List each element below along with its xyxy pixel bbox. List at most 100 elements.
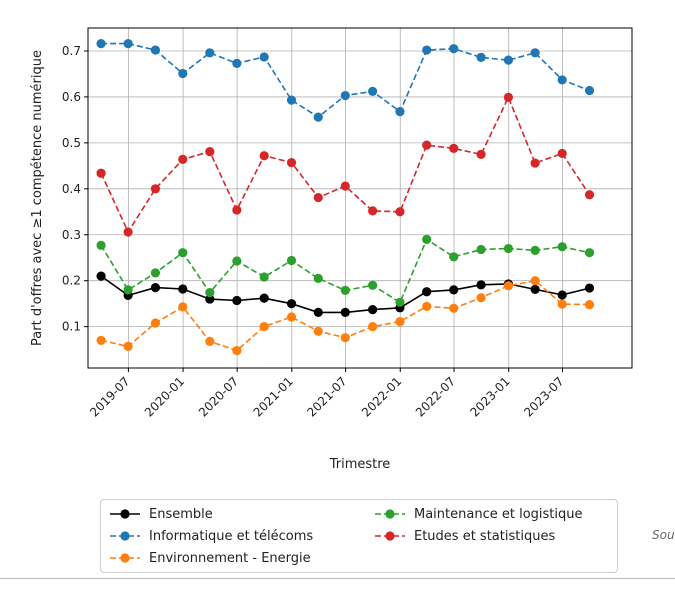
- data-point: [313, 273, 323, 284]
- data-point: [150, 318, 161, 328]
- data-point: [232, 345, 242, 356]
- series-environnement-energie: [96, 276, 595, 356]
- data-point: [205, 48, 215, 58]
- plot-frame: [87, 27, 633, 369]
- data-point: [205, 336, 215, 346]
- data-point: [476, 244, 486, 255]
- data-point: [96, 39, 106, 49]
- data-point: [422, 234, 432, 244]
- data-point: [584, 299, 595, 310]
- series-ensemble: [96, 271, 595, 318]
- data-point: [150, 184, 161, 194]
- data-point: [150, 45, 161, 55]
- data-point: [96, 271, 106, 281]
- data-point: [368, 322, 378, 332]
- y-tick-label: 0.2: [62, 274, 81, 288]
- data-point: [395, 316, 405, 327]
- data-point: [313, 192, 323, 203]
- data-point: [476, 52, 486, 63]
- data-point: [96, 335, 106, 346]
- data-point: [232, 295, 242, 306]
- data-point: [286, 299, 297, 309]
- data-point: [584, 248, 595, 258]
- data-point: [422, 140, 432, 150]
- data-point: [584, 283, 595, 293]
- x-tick-label: 2022-07: [413, 374, 458, 419]
- x-axis-label: Trimestre: [329, 457, 391, 472]
- data-point: [150, 282, 161, 293]
- data-point: [150, 268, 161, 278]
- data-point: [530, 284, 540, 295]
- data-point: [422, 45, 432, 55]
- legend-label: Maintenance et logistique: [414, 506, 583, 522]
- x-tick-label: 2020-01: [142, 374, 187, 419]
- y-tick-label: 0.1: [62, 320, 81, 334]
- data-point: [313, 112, 323, 122]
- data-point: [449, 303, 459, 313]
- data-point: [584, 190, 595, 200]
- data-point: [449, 143, 459, 153]
- footer-divider: [0, 578, 675, 579]
- legend-swatch: [375, 509, 405, 519]
- data-point: [286, 255, 297, 266]
- data-point: [422, 301, 432, 312]
- data-point: [557, 290, 567, 300]
- data-point: [178, 248, 188, 258]
- x-tick-label: 2023-01: [467, 374, 512, 419]
- data-point: [259, 293, 269, 303]
- data-point: [232, 205, 242, 215]
- data-point: [340, 285, 350, 295]
- series-informatique-et-t-l-coms: [96, 39, 595, 122]
- data-point: [530, 158, 540, 168]
- data-point: [123, 285, 133, 295]
- data-point: [178, 302, 188, 312]
- data-point: [503, 281, 514, 291]
- legend-item: Ensemble: [109, 504, 213, 524]
- y-tick-label: 0.7: [62, 44, 81, 58]
- y-axis-label: Part d'offres avec ≥1 compétence numériq…: [30, 50, 45, 346]
- grid-lines: [88, 28, 632, 368]
- data-point: [259, 272, 269, 282]
- data-point: [368, 305, 378, 315]
- data-point: [340, 181, 350, 191]
- data-point: [557, 148, 567, 159]
- data-point: [530, 276, 540, 286]
- data-point: [503, 55, 514, 65]
- data-point: [123, 341, 133, 352]
- data-point: [313, 326, 323, 336]
- line-chart: 0.1 0.2 0.3 0.4 0.5 0.6 0.7 2019-07 2020-01 2020…: [30, 27, 633, 472]
- x-axis-ticks: 2019-07 2020-01 2020-07 2021-01 2021-07 2022-…: [87, 368, 567, 420]
- data-point: [557, 75, 567, 85]
- data-point: [286, 158, 297, 168]
- x-tick-label: 2019-07: [87, 374, 132, 419]
- data-point: [368, 280, 378, 290]
- legend-label: Ensemble: [149, 506, 213, 522]
- legend-swatch: [375, 531, 405, 541]
- data-point: [476, 280, 486, 290]
- data-point: [503, 92, 514, 102]
- legend: Ensemble Informatique et télécoms Environn…: [100, 499, 618, 573]
- data-point: [205, 294, 215, 304]
- data-point: [476, 293, 486, 303]
- data-point: [557, 242, 567, 252]
- y-tick-label: 0.6: [62, 90, 81, 104]
- legend-item: Maintenance et logistique: [374, 504, 582, 524]
- y-tick-label: 0.5: [62, 136, 81, 150]
- data-point: [259, 151, 269, 161]
- data-point: [286, 95, 297, 105]
- data-point: [340, 333, 350, 343]
- x-tick-label: 2020-07: [196, 374, 241, 419]
- data-point: [422, 287, 432, 297]
- legend-swatch: [110, 553, 140, 563]
- data-point: [96, 240, 106, 250]
- legend-label: Environnement - Energie: [149, 550, 311, 566]
- y-tick-label: 0.4: [62, 182, 81, 196]
- data-point: [178, 68, 188, 79]
- legend-item: Informatique et télécoms: [109, 526, 313, 546]
- y-axis-ticks: 0.1 0.2 0.3 0.4 0.5 0.6 0.7: [62, 44, 88, 334]
- data-point: [395, 297, 405, 307]
- x-tick-label: 2021-01: [251, 374, 296, 419]
- series-lines: [96, 39, 595, 356]
- data-point: [530, 48, 540, 58]
- data-point: [557, 299, 567, 309]
